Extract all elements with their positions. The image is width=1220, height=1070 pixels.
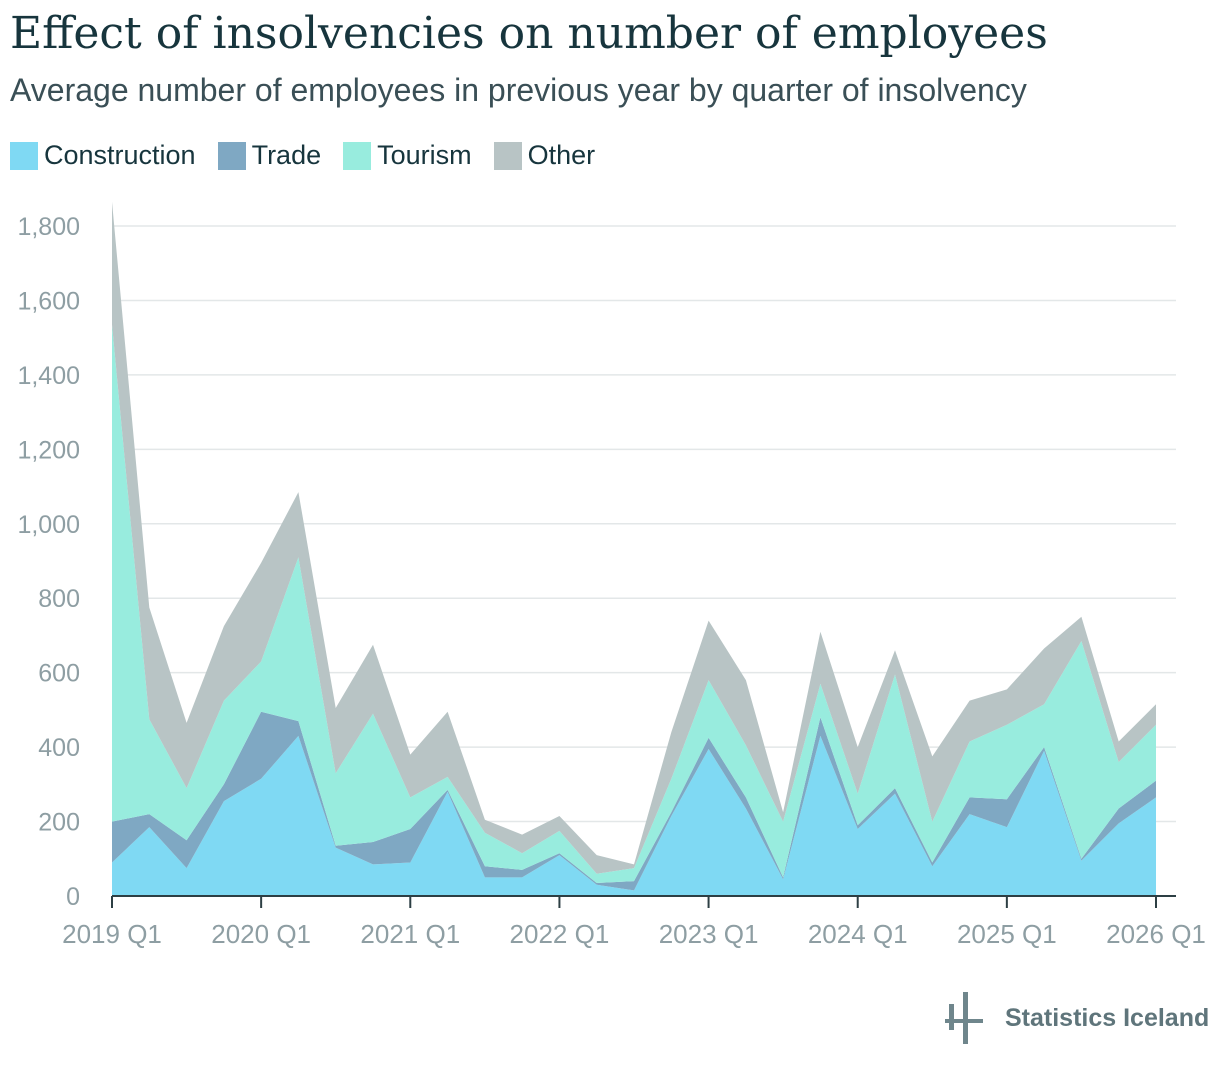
- statistics-iceland-logo-icon: [945, 992, 983, 1044]
- legend-item-tourism[interactable]: Tourism: [343, 140, 472, 171]
- area-tourism[interactable]: [112, 324, 1156, 884]
- statistics-iceland-logo[interactable]: Statistics Iceland: [945, 992, 1209, 1044]
- x-tick-label: 2026 Q1: [1106, 919, 1206, 949]
- y-tick-label: 1,000: [17, 511, 80, 539]
- x-tick-label: 2021 Q1: [360, 919, 460, 949]
- legend-label-trade: Trade: [251, 140, 322, 170]
- y-tick-label: 1,600: [17, 287, 80, 315]
- area-construction[interactable]: [112, 735, 1156, 896]
- stacked-area-chart: 0 200 400 600 800 1,000 1,200 1,400 1,600 1,800 20…: [17, 201, 1206, 949]
- y-tick-label: 0: [66, 883, 80, 911]
- y-tick-label: 1,800: [17, 213, 80, 241]
- x-tick-label: 2019 Q1: [62, 919, 162, 949]
- y-tick-label: 600: [38, 660, 80, 688]
- chart-subtitle: Average number of employees in previous …: [10, 72, 1027, 108]
- x-tick-label: 2024 Q1: [808, 919, 908, 949]
- legend: Construction Trade Tourism Other: [10, 140, 617, 171]
- legend-swatch-other: [493, 141, 522, 170]
- area-other[interactable]: [112, 201, 1156, 874]
- x-tick-label: 2020 Q1: [211, 919, 311, 949]
- legend-label-construction: Construction: [44, 140, 196, 170]
- legend-item-other[interactable]: Other: [493, 140, 596, 171]
- area-series: [112, 201, 1156, 896]
- y-tick-label: 200: [38, 809, 80, 837]
- x-tick-label: 2025 Q1: [957, 919, 1057, 949]
- y-tick-label: 1,200: [17, 436, 80, 464]
- y-tick-label: 1,400: [17, 362, 80, 390]
- legend-swatch-construction: [10, 141, 38, 170]
- brand-name: Statistics Iceland: [1005, 1003, 1210, 1032]
- legend-swatch-trade: [217, 141, 246, 170]
- legend-label-other: Other: [527, 140, 596, 170]
- chart-title: Effect of insolvencies on number of empl…: [10, 8, 1048, 59]
- area-trade[interactable]: [112, 711, 1156, 891]
- x-tick-label: 2022 Q1: [510, 919, 610, 949]
- legend-item-trade[interactable]: Trade: [217, 140, 322, 171]
- legend-label-tourism: Tourism: [377, 140, 472, 170]
- legend-item-construction[interactable]: Construction: [10, 140, 196, 171]
- axes: 0 200 400 600 800 1,000 1,200 1,400 1,600 1,800 20…: [17, 213, 1205, 949]
- legend-swatch-tourism: [343, 141, 372, 170]
- x-tick-label: 2023 Q1: [659, 919, 759, 949]
- y-tick-label: 400: [38, 734, 80, 762]
- y-tick-label: 800: [38, 585, 80, 613]
